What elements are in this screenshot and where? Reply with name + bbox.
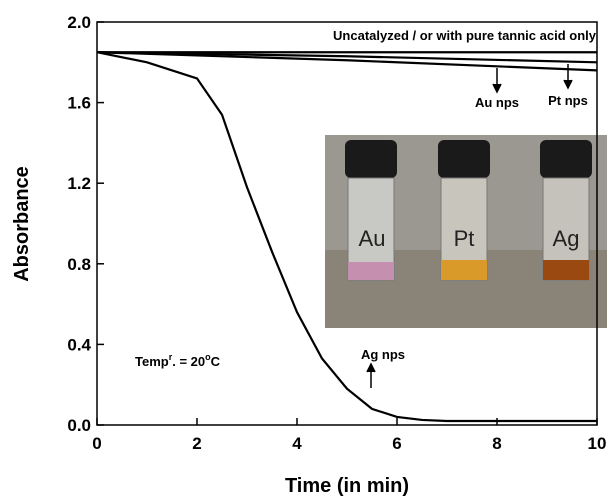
vial (345, 140, 397, 281)
x-tick-label: 2 (192, 434, 201, 453)
inset-label: Au (359, 226, 386, 251)
y-tick-label: 0.8 (67, 255, 91, 274)
y-tick-label: 1.2 (67, 174, 91, 193)
line-series (96, 51, 598, 64)
annotation: Au nps (475, 95, 519, 110)
plot-frame (96, 21, 598, 426)
y-tick-label: 1.6 (67, 94, 91, 113)
x-tick-label: 8 (492, 434, 501, 453)
annotation: Uncatalyzed / or with pure tannic acid o… (333, 28, 597, 43)
annotation: Ag nps (361, 347, 405, 362)
temperature-text: o (205, 352, 211, 362)
temperature-note: Tempr. = 20oC (135, 352, 221, 369)
line-series (96, 51, 597, 423)
inset-label: Pt (454, 226, 475, 251)
annotation: Pt nps (548, 93, 588, 108)
y-tick-label: 0.4 (67, 335, 91, 354)
temperature-text: . = 20 (172, 354, 205, 369)
vial (540, 140, 592, 281)
y-tick-label: 2.0 (67, 13, 91, 32)
x-tick-label: 4 (292, 434, 302, 453)
y-tick-label: 0.0 (67, 416, 91, 435)
line-series (96, 51, 598, 72)
temperature-text: C (211, 354, 221, 369)
x-tick-label: 0 (92, 434, 101, 453)
y-axis-title: Absorbance (11, 166, 33, 282)
x-tick-label: 10 (588, 434, 607, 453)
inset-photo: Au Pt Ag (325, 135, 607, 328)
x-axis-title: Time (in min) (285, 475, 409, 497)
temperature-text: Temp (135, 354, 169, 369)
arrows (366, 64, 573, 388)
vial (438, 140, 490, 281)
temperature-text: r (169, 352, 173, 362)
inset-label: Ag (553, 226, 580, 251)
x-tick-label: 6 (392, 434, 401, 453)
